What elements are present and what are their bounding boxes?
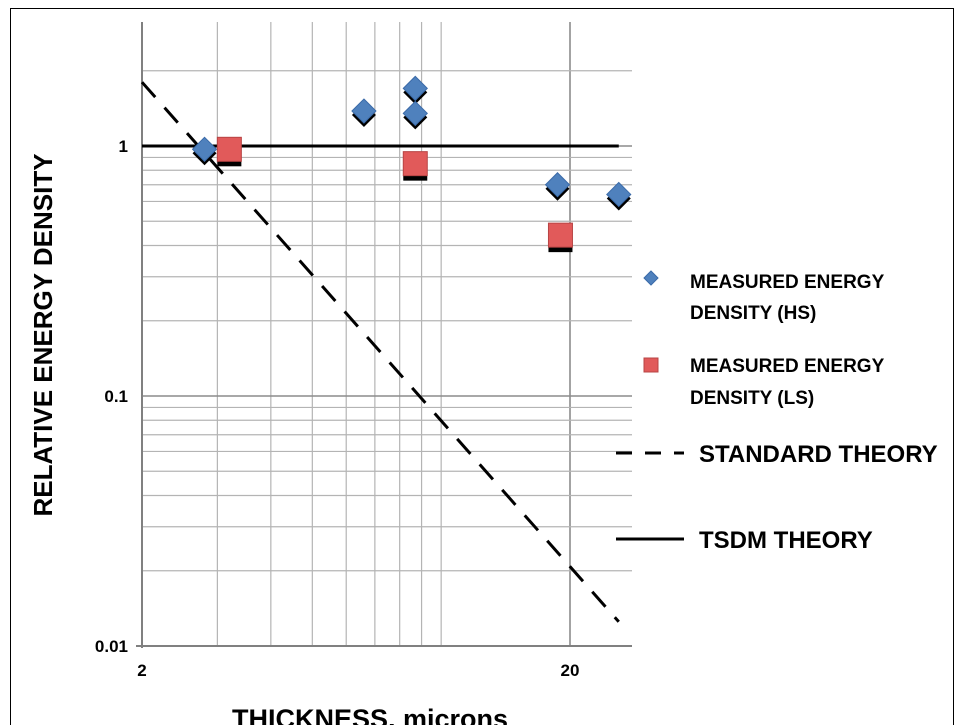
y-tick-label: 1 — [119, 137, 128, 156]
y-tick-label: 0.01 — [95, 637, 128, 656]
legend-item-ls: MEASURED ENERGY DENSITY (LS) — [643, 356, 885, 409]
x-axis-label: THICKNESS, microns — [232, 704, 508, 725]
legend-hs-label-line2: DENSITY (HS) — [690, 303, 816, 324]
hs-point — [351, 98, 377, 124]
legend: MEASURED ENERGY DENSITY (HS) MEASURED EN… — [616, 270, 938, 554]
hs-point — [402, 75, 428, 102]
x-tick-label: 2 — [137, 661, 146, 680]
legend-tsdm-label: TSDM THEORY — [699, 527, 873, 554]
marker-layer — [191, 75, 632, 253]
legend-hs-label-line1: MEASURED ENERGY — [690, 272, 885, 293]
legend-ls-label-line1: MEASURED ENERGY — [690, 356, 885, 377]
hs-point — [544, 172, 571, 198]
hs-point — [191, 136, 218, 163]
standard-theory-line — [140, 81, 620, 623]
x-tick-label: 20 — [561, 661, 580, 680]
legend-ls-label-line2: DENSITY (LS) — [690, 388, 814, 409]
y-axis-label: RELATIVE ENERGY DENSITY — [28, 153, 58, 516]
legend-item-hs: MEASURED ENERGY DENSITY (HS) — [643, 270, 885, 324]
y-tick-label: 0.1 — [104, 387, 128, 406]
tick-layer: 0.01 0.1 1 2 20 — [95, 137, 580, 680]
ls-point — [216, 136, 242, 162]
grid-layer — [136, 22, 632, 648]
legend-standard-label: STANDARD THEORY — [699, 441, 938, 468]
legend-item-tsdm: TSDM THEORY — [616, 527, 873, 554]
hs-point — [606, 181, 632, 208]
legend-ls-marker — [643, 357, 659, 373]
legend-hs-marker — [643, 270, 659, 286]
ls-point — [547, 222, 573, 248]
hs-point — [402, 100, 428, 127]
ls-point — [402, 151, 428, 177]
line-layer — [140, 81, 620, 623]
legend-item-standard: STANDARD THEORY — [616, 441, 938, 468]
chart-frame — [10, 8, 954, 725]
